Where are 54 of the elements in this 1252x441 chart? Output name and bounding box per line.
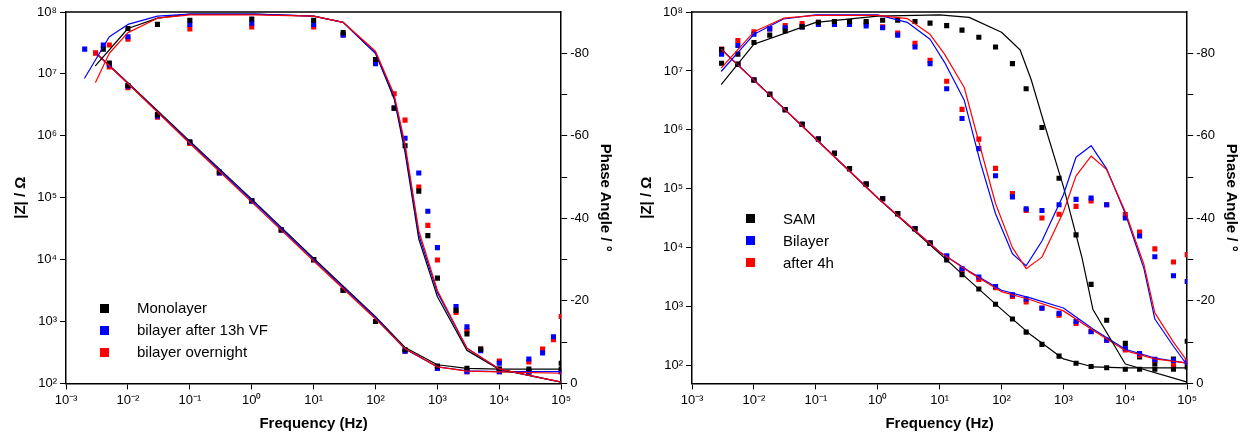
x-tick-label: 10¹ bbox=[304, 391, 324, 407]
y-tick-label: 10⁵ bbox=[663, 180, 684, 196]
y-tick-label: 10⁷ bbox=[663, 62, 684, 78]
x-tick-label: 10² bbox=[366, 391, 386, 407]
x-tick-label: 10⁵ bbox=[1177, 391, 1198, 407]
x-tick-label: 10⁰ bbox=[242, 391, 262, 407]
x-tick-label: 10⁻¹ bbox=[804, 391, 828, 407]
y-axis-title: |Z| / Ω bbox=[11, 176, 29, 219]
x-tick-label: 10⁻² bbox=[116, 391, 140, 407]
y2-tick-label: -80 bbox=[1196, 44, 1216, 60]
y2-tick-label: -40 bbox=[570, 209, 590, 225]
x-axis-title: Frequency (Hz) bbox=[259, 414, 368, 432]
x-tick-label: 10³ bbox=[1054, 391, 1074, 407]
x-tick-label: 10⁻³ bbox=[680, 391, 705, 407]
y-axis-title: |Z| / Ω bbox=[637, 176, 655, 219]
legend-label: bilayer after 13h VF bbox=[137, 320, 268, 341]
y2-tick-label: 0 bbox=[570, 374, 578, 390]
legend-label: after 4h bbox=[783, 252, 834, 273]
y-tick-label: 10⁵ bbox=[37, 189, 58, 205]
x-tick-label: 10⁻³ bbox=[54, 391, 79, 407]
y-tick-label: 10⁴ bbox=[37, 251, 58, 267]
y-tick-label: 10⁴ bbox=[663, 239, 684, 255]
x-tick-label: 10¹ bbox=[930, 391, 950, 407]
x-tick-label: 10³ bbox=[428, 391, 448, 407]
y-tick-label: 10⁶ bbox=[37, 127, 58, 143]
x-tick-label: 10⁰ bbox=[868, 391, 888, 407]
y2-axis-title: Phase Angle / ° bbox=[1223, 143, 1241, 252]
y2-axis-title: Phase Angle / ° bbox=[597, 143, 615, 252]
x-tick-label: 10⁴ bbox=[489, 391, 510, 407]
x-tick-label: 10⁻¹ bbox=[178, 391, 202, 407]
y-tick-label: 10² bbox=[38, 374, 58, 390]
x-tick-label: 10⁴ bbox=[1115, 391, 1136, 407]
y2-tick-label: -20 bbox=[1196, 292, 1216, 308]
legend-label: SAM bbox=[783, 208, 816, 229]
y2-tick-label: -60 bbox=[570, 127, 590, 143]
y-tick-label: 10³ bbox=[38, 313, 58, 329]
legend-label: Bilayer bbox=[783, 230, 829, 251]
x-tick-label: 10² bbox=[992, 391, 1012, 407]
y2-tick-label: -80 bbox=[570, 44, 590, 60]
y-tick-label: 10² bbox=[664, 357, 684, 373]
x-tick-label: 10⁵ bbox=[551, 391, 572, 407]
x-tick-label: 10⁻² bbox=[742, 391, 766, 407]
y2-tick-label: -60 bbox=[1196, 127, 1216, 143]
y2-tick-label: -20 bbox=[570, 292, 590, 308]
legend-label: Monolayer bbox=[137, 298, 208, 319]
legend-label: bilayer overnight bbox=[137, 342, 248, 363]
y-tick-label: 10⁸ bbox=[663, 3, 684, 19]
y2-tick-label: 0 bbox=[1196, 374, 1204, 390]
y-tick-label: 10⁶ bbox=[663, 121, 684, 137]
x-axis-title: Frequency (Hz) bbox=[885, 414, 994, 432]
y-tick-label: 10³ bbox=[664, 298, 684, 314]
y-tick-label: 10⁸ bbox=[37, 3, 58, 19]
y-tick-label: 10⁷ bbox=[37, 65, 58, 81]
y2-tick-label: -40 bbox=[1196, 209, 1216, 225]
